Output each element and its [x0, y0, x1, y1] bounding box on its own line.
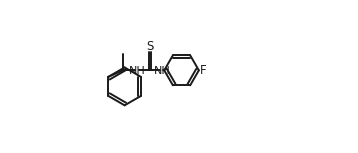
Text: S: S: [146, 40, 154, 53]
Text: NH: NH: [153, 66, 170, 76]
Text: NH: NH: [129, 66, 145, 76]
Text: F: F: [200, 64, 207, 77]
